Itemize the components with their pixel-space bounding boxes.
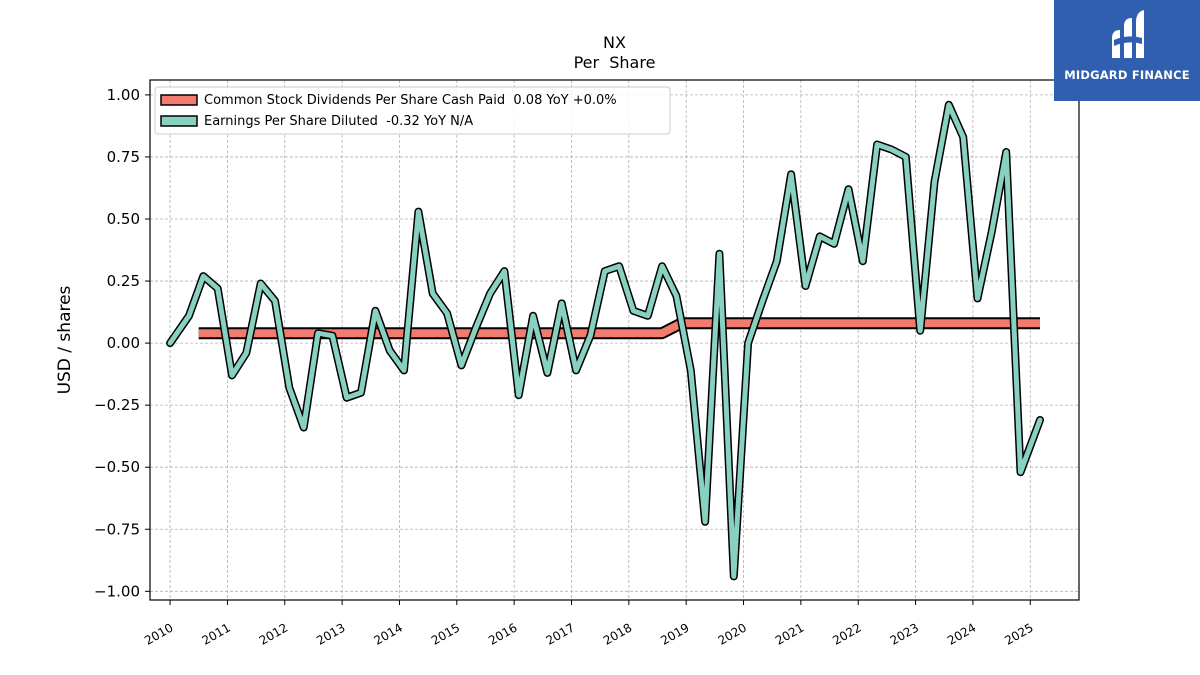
y-axis-label: USD / shares	[55, 285, 75, 394]
chart-title: NX	[603, 33, 626, 52]
y-tick-label: −0.25	[94, 396, 140, 414]
series-line-dividends	[198, 319, 1040, 338]
plot-frame	[149, 79, 1080, 601]
y-tick-label: 0.25	[107, 272, 140, 290]
legend-label-eps: Earnings Per Share Diluted -0.32 YoY N/A	[204, 114, 473, 129]
y-tick-label: 0.75	[107, 148, 140, 166]
y-tick-label: 1.00	[107, 86, 140, 104]
legend-swatch-dividends	[160, 94, 198, 106]
series-line-eps	[167, 102, 1043, 579]
series-layer	[166, 100, 1044, 581]
y-tick-label: −1.00	[94, 582, 140, 600]
brand-logo: MIDGARD FINANCE	[1054, 0, 1200, 101]
legend-label-dividends: Common Stock Dividends Per Share Cash Pa…	[204, 93, 617, 108]
legend-frame	[154, 86, 671, 135]
y-tick-label: 0.00	[107, 334, 140, 352]
midgard-logo-icon	[1112, 10, 1144, 58]
y-tick-label: −0.75	[94, 520, 140, 538]
chart-subtitle: Per Share	[574, 53, 656, 72]
y-tick-label: 0.50	[107, 210, 140, 228]
brand-name: MIDGARD FINANCE	[1064, 68, 1190, 82]
grid-lines	[150, 80, 1079, 600]
y-tick-label: −0.50	[94, 458, 140, 476]
legend-swatch-eps	[160, 115, 198, 127]
legend: Common Stock Dividends Per Share Cash Pa…	[154, 86, 671, 135]
